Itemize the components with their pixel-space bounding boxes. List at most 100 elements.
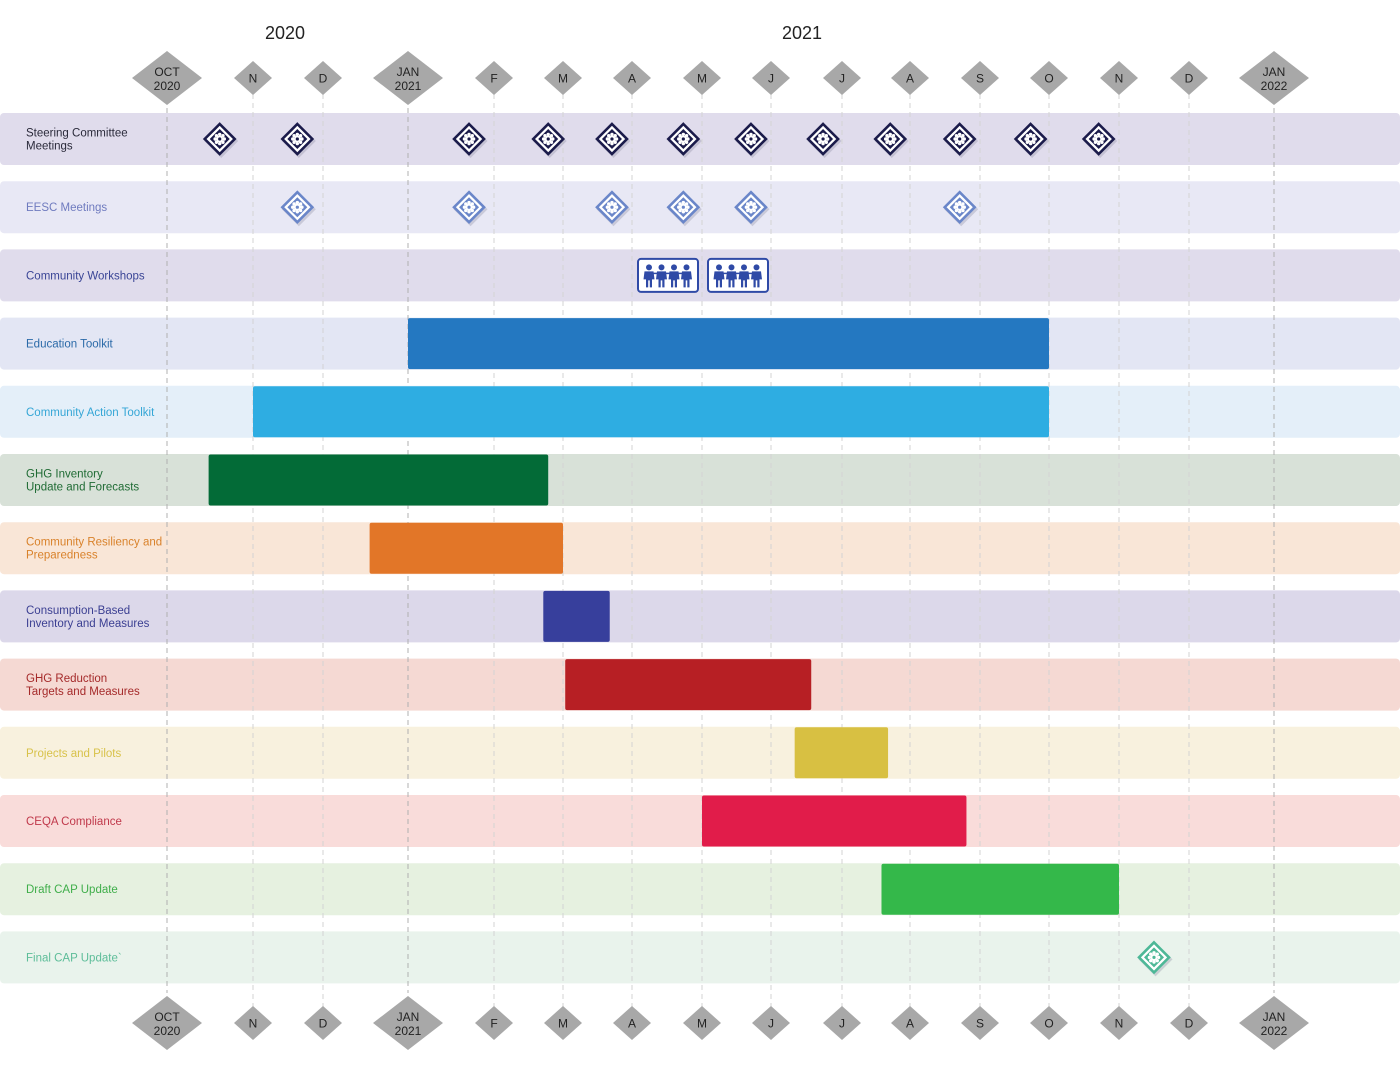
people-group-icon [707,257,769,293]
task-bar [702,795,967,847]
month-diamond [304,1006,342,1040]
month-diamond [544,61,582,95]
month-label: F [490,1017,497,1031]
people-group-icon [637,257,699,293]
task-row: Community Action Toolkit [26,386,1049,438]
row-band [0,931,1400,984]
task-label: Education Toolkit [26,339,114,351]
year-label: 2021 [782,23,822,43]
gear-diamond-icon [942,122,979,158]
task-label: Draft CAP Update [26,884,118,896]
month-label: 2021 [395,79,422,93]
month-diamond [752,61,790,95]
month-diamond [304,61,342,95]
task-row: Projects and Pilots [26,727,889,779]
gear-diamond-icon [666,122,702,158]
gear-diamond-icon [280,122,316,158]
month-diamond [1170,61,1208,95]
month-diamond [475,61,513,95]
row-band [0,726,1400,779]
month-diamond [891,61,929,95]
year-label: 2020 [265,23,305,43]
month-label: D [319,1017,328,1031]
gear-diamond-icon [734,190,770,227]
row-band [0,590,1400,643]
month-diamond [613,1006,651,1040]
row-band [0,863,1400,916]
month-label: OCT [154,1010,180,1024]
month-label: M [697,72,707,86]
month-diamond [823,61,861,95]
month-diamond [234,61,272,95]
month-label: JAN [1263,65,1286,79]
month-label: N [1115,72,1124,86]
task-bar [408,318,1049,370]
month-label: D [1185,72,1194,86]
gear-diamond-icon [452,190,488,227]
task-row: CEQA Compliance [26,795,967,847]
gear-diamond-icon [806,122,842,158]
task-label: Final CAP Update` [26,952,122,964]
task-bar [543,590,610,642]
month-label: JAN [1263,1010,1286,1024]
month-diamond [1030,61,1068,95]
month-diamond [613,61,651,95]
month-label: D [319,72,328,86]
month-diamond [961,61,999,95]
month-label: JAN [397,65,420,79]
month-diamond [823,1006,861,1040]
gear-diamond-icon [942,190,979,227]
month-diamond [132,51,202,105]
month-diamond [132,996,202,1050]
gear-diamond-icon [734,122,770,158]
gear-diamond-icon [1137,940,1173,977]
task-label: Consumption-Based [26,605,130,617]
task-label: Preparedness [26,550,98,562]
row-band [0,249,1400,302]
task-bar [253,386,1049,438]
month-diamond [234,1006,272,1040]
task-label: Targets and Measures [26,686,140,698]
row-bands [0,113,1400,984]
month-diamond [544,1006,582,1040]
month-label: F [490,72,497,86]
month-label: D [1185,1017,1194,1031]
month-diamond [475,1006,513,1040]
month-gridlines [166,94,1275,1007]
task-label: GHG Reduction [26,673,107,685]
month-label: J [839,1017,845,1031]
gear-diamond-icon [1013,122,1050,158]
row-band [0,795,1400,847]
month-label: 2022 [1261,1024,1288,1038]
task-row: EESC Meetings [26,190,979,227]
task-bar [881,863,1119,915]
task-label: EESC Meetings [26,202,107,214]
month-label: S [976,72,984,86]
month-label: J [768,72,774,86]
month-diamond [373,996,443,1050]
month-diamond [1239,996,1309,1050]
month-label: S [976,1017,984,1031]
task-bar [794,727,889,779]
month-diamond [961,1006,999,1040]
task-label: Community Workshops [26,270,145,282]
month-label: 2021 [395,1024,422,1038]
month-label: O [1044,72,1053,86]
month-label: 2022 [1261,79,1288,93]
task-bar [565,659,812,711]
task-row: Final CAP Update` [26,940,1173,977]
month-label: N [1115,1017,1124,1031]
gear-diamond-icon [202,122,239,158]
month-label: A [906,72,914,86]
month-label: M [697,1017,707,1031]
task-label: Community Action Toolkit [26,407,155,419]
month-diamond [683,1006,721,1040]
month-diamond [1170,1006,1208,1040]
month-label: JAN [397,1010,420,1024]
